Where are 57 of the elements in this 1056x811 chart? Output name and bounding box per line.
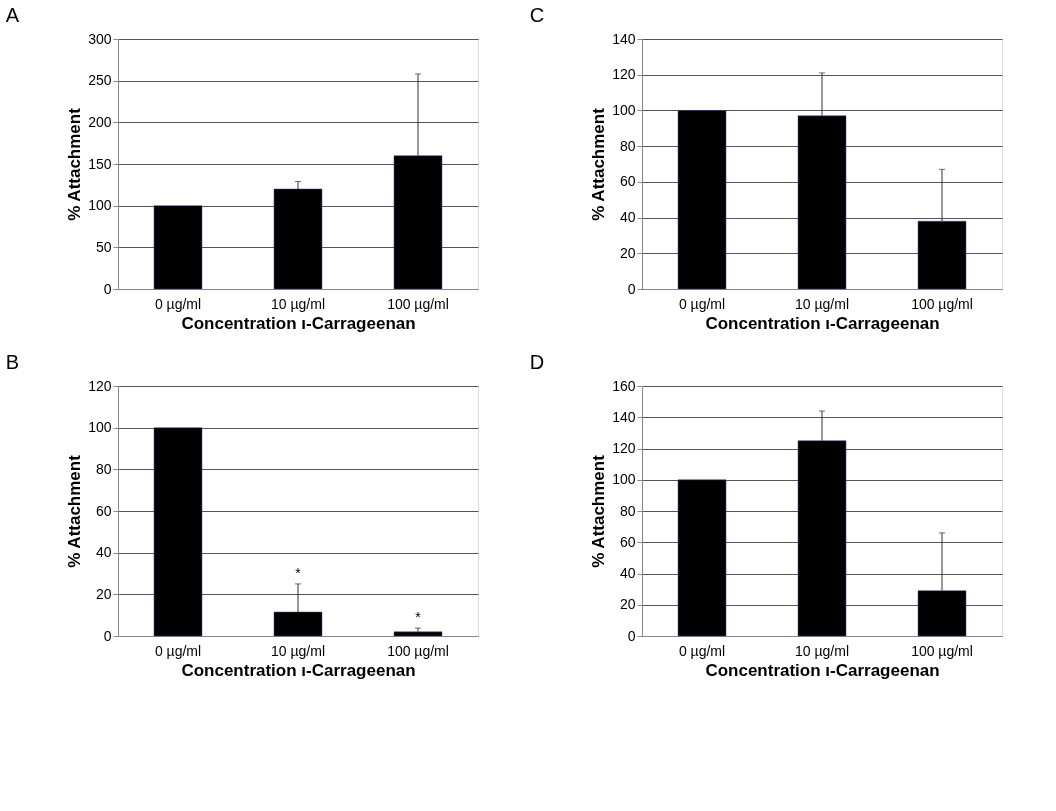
x-axis-title: Concentration ı-Carrageenan xyxy=(705,313,940,333)
x-tick-label: 100 µg/ml xyxy=(911,295,973,312)
y-tick-label: 100 xyxy=(612,101,636,118)
x-tick-label: 10 µg/ml xyxy=(271,642,325,659)
y-tick-label: 60 xyxy=(619,533,636,550)
y-tick-label: 140 xyxy=(612,30,636,47)
y-tick-label: 160 xyxy=(612,377,636,394)
y-tick-label: 0 xyxy=(103,280,112,297)
y-tick-label: 80 xyxy=(95,460,112,477)
x-axis-title: Concentration ı-Carrageenan xyxy=(181,660,416,680)
y-tick-label: 20 xyxy=(95,585,112,602)
x-axis-title: Concentration ı-Carrageenan xyxy=(181,313,416,333)
chart-title: A xyxy=(5,4,20,26)
annotation: * xyxy=(295,564,302,581)
y-tick-label: 0 xyxy=(627,627,636,644)
x-axis-title: Concentration ı-Carrageenan xyxy=(705,660,940,680)
y-tick-label: 40 xyxy=(619,209,636,226)
y-tick-label: 150 xyxy=(88,155,112,172)
y-axis-title: % Attachment xyxy=(65,107,85,221)
y-tick-label: 250 xyxy=(88,72,112,89)
x-tick-label: 10 µg/ml xyxy=(795,642,849,659)
x-tick-label: 0 µg/ml xyxy=(154,642,202,659)
x-tick-label: 10 µg/ml xyxy=(271,295,325,312)
y-tick-label: 100 xyxy=(88,419,112,436)
y-tick-label: 60 xyxy=(619,173,636,190)
y-tick-label: 300 xyxy=(88,30,112,47)
x-tick-label: 100 µg/ml xyxy=(387,642,449,659)
y-axis-title: % Attachment xyxy=(65,454,85,568)
y-tick-label: 20 xyxy=(619,244,636,261)
y-tick-label: 60 xyxy=(95,502,112,519)
y-tick-label: 0 xyxy=(627,280,636,297)
y-tick-label: 120 xyxy=(612,66,636,83)
chart-title: C xyxy=(529,4,545,26)
x-tick-label: 10 µg/ml xyxy=(795,295,849,312)
y-tick-label: 200 xyxy=(88,113,112,130)
y-tick-label: 40 xyxy=(619,565,636,581)
y-tick-label: 100 xyxy=(88,197,112,214)
y-tick-label: 80 xyxy=(619,137,636,154)
x-tick-label: 0 µg/ml xyxy=(678,295,726,312)
y-tick-label: 40 xyxy=(95,544,112,561)
y-tick-label: 120 xyxy=(612,440,636,456)
y-axis-title: % Attachment xyxy=(589,454,609,568)
y-tick-label: 20 xyxy=(619,596,636,613)
chart-title: B xyxy=(5,351,19,373)
y-tick-label: 0 xyxy=(103,627,112,644)
y-tick-label: 80 xyxy=(619,502,636,519)
y-tick-label: 50 xyxy=(95,238,112,255)
annotation: * xyxy=(415,609,422,626)
x-tick-label: 0 µg/ml xyxy=(154,295,202,312)
x-tick-label: 0 µg/ml xyxy=(678,642,726,659)
x-tick-label: 100 µg/ml xyxy=(387,295,449,312)
chart-title: D xyxy=(529,351,545,373)
y-tick-label: 120 xyxy=(88,377,112,394)
y-tick-label: 100 xyxy=(612,471,636,488)
y-axis-title: % Attachment xyxy=(589,107,609,221)
y-tick-label: 140 xyxy=(612,408,636,425)
x-tick-label: 100 µg/ml xyxy=(911,642,973,659)
